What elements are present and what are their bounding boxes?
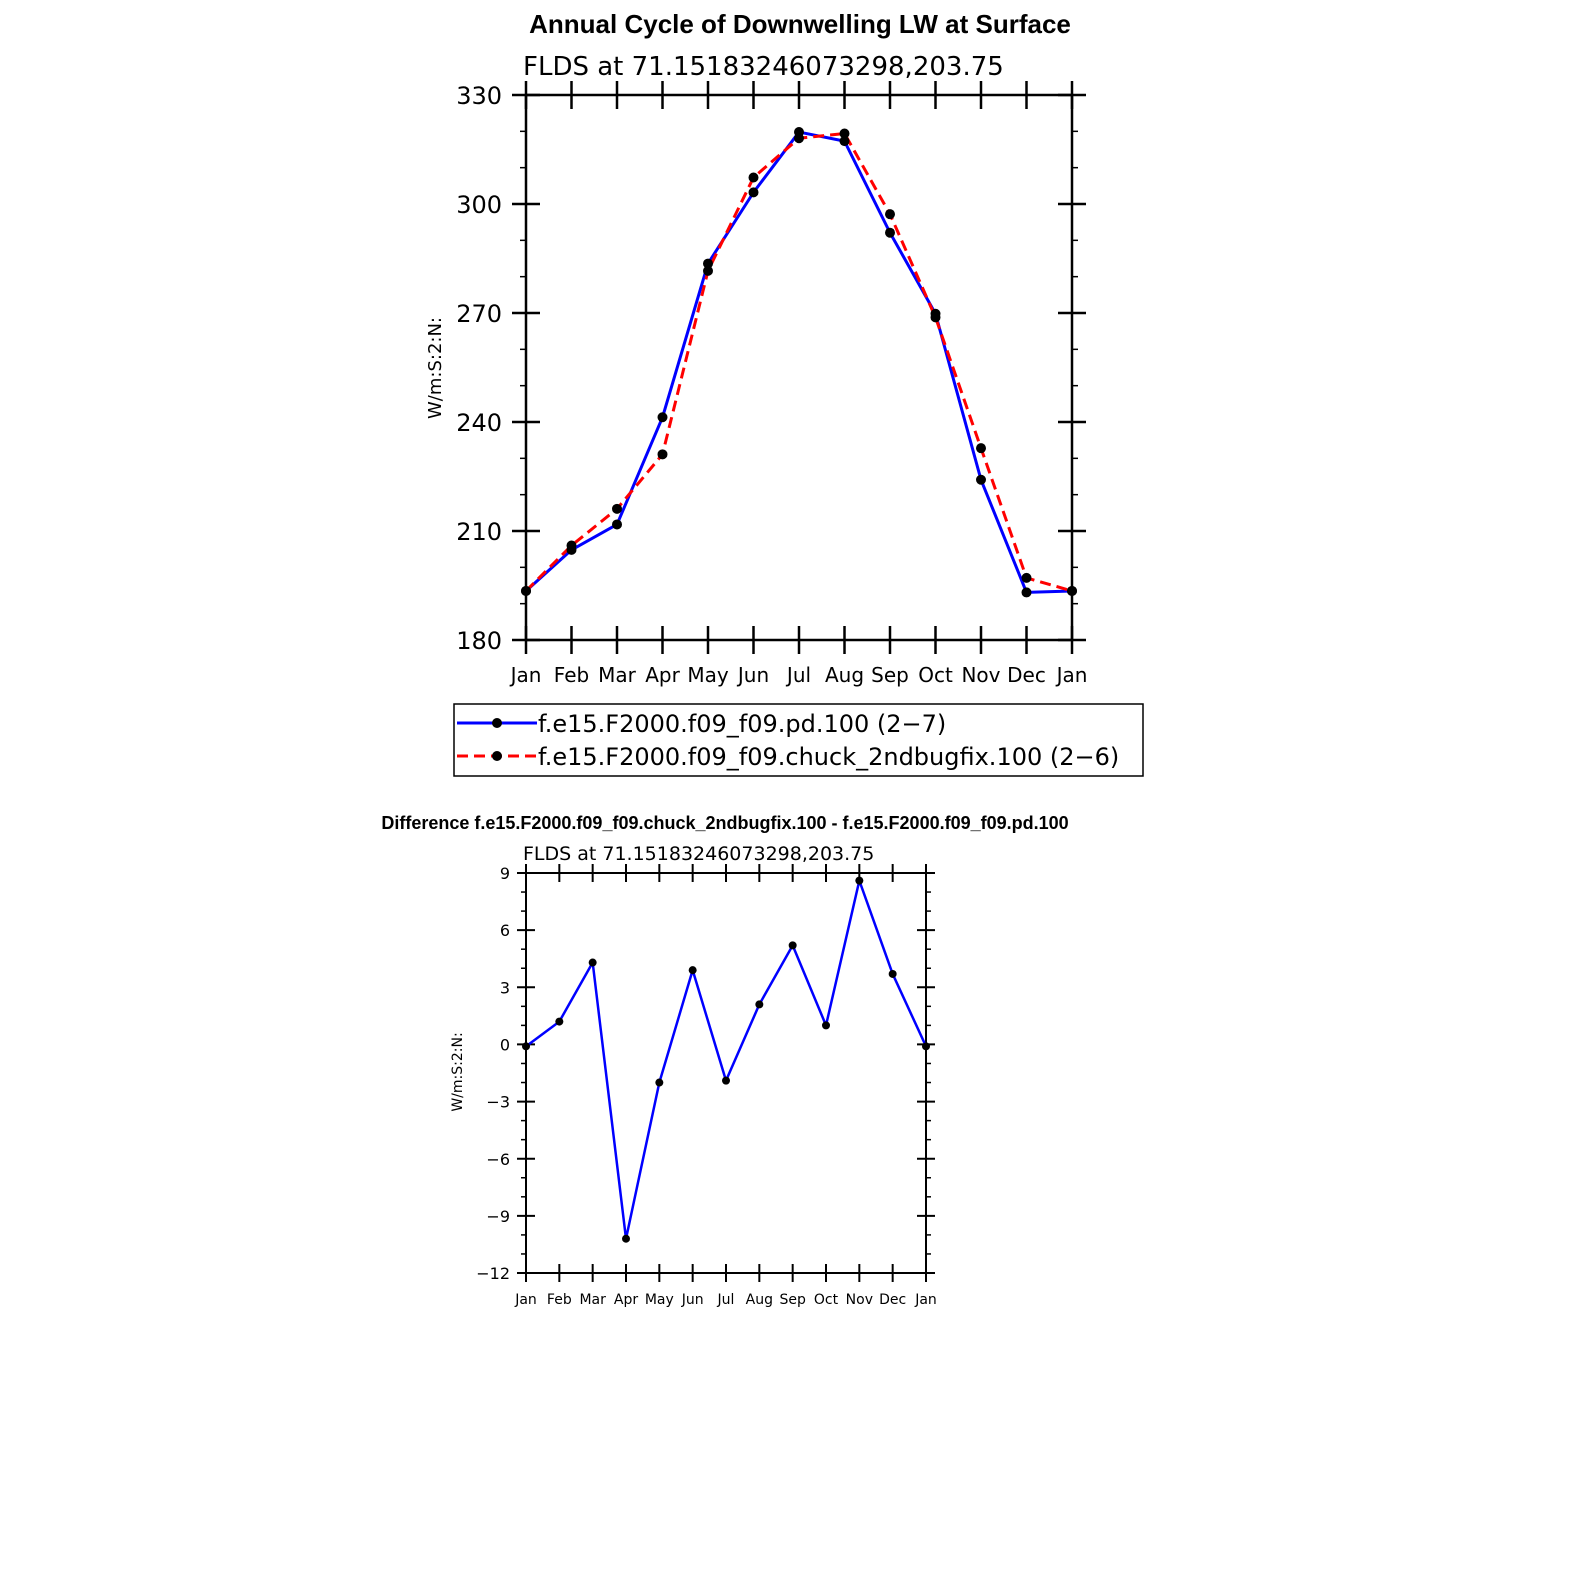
chart2-series-0-point [822, 1021, 830, 1030]
chart1-ytick-label: 210 [456, 518, 502, 546]
chart1-xtick-label: Jun [736, 663, 769, 687]
chart2-xtick-label: Jun [681, 1292, 704, 1308]
chart1-series-0-point [976, 474, 986, 485]
chart2-series-0-point [855, 876, 864, 885]
chart2-xtick-label: Jan [514, 1292, 537, 1308]
chart2-series-0-point [922, 1042, 930, 1051]
chart1-xtick-label: Oct [918, 663, 953, 687]
chart1-title: Annual Cycle of Downwelling LW at Surfac… [529, 9, 1071, 39]
chart1-ytick-label: 270 [456, 300, 502, 328]
chart2-series-0-point [688, 966, 697, 975]
chart1-series-1-point [1067, 585, 1077, 596]
chart1-series-1-point [794, 133, 804, 144]
chart1-series-1-point [612, 503, 622, 514]
chart2-ytick-label: −6 [486, 1150, 510, 1169]
chart1-series-0-point [748, 187, 759, 198]
chart1-xtick-label: Aug [825, 663, 864, 687]
chart2-xtick-label: Jan [914, 1292, 937, 1308]
chart1-xtick-label: Mar [598, 663, 637, 687]
chart2-ytick-label: 6 [500, 921, 510, 940]
chart1-ytick-label: 180 [456, 627, 502, 655]
chart1-ytick-label: 300 [456, 191, 502, 219]
chart1-series-1-point [976, 443, 986, 454]
chart1-xtick-label: Apr [645, 663, 680, 687]
chart2-xtick-label: Apr [614, 1292, 638, 1308]
chart1-series-1-point [839, 128, 850, 139]
chart2-xtick-label: Dec [879, 1292, 906, 1308]
chart2-series-0-point [755, 1000, 764, 1009]
chart2-series-0-point [522, 1042, 530, 1051]
chart2-xtick-label: Sep [779, 1292, 806, 1308]
chart2-series-0-point [888, 969, 897, 978]
chart1-xtick-label: Sep [871, 663, 909, 687]
chart2-series [522, 876, 930, 1243]
chart1-xtick-label: Jul [785, 663, 811, 687]
legend-marker-0 [492, 718, 502, 728]
chart1-series-0-point [657, 412, 668, 423]
chart2-ytick-label: −3 [486, 1093, 510, 1112]
chart1-xtick-label: Jan [509, 663, 542, 687]
chart1-series-1-point [1021, 572, 1032, 583]
legend-box [453, 703, 1144, 777]
chart2-ytick-label: −12 [476, 1264, 510, 1283]
chart1-series-0-point [839, 136, 850, 147]
chart2-axes: −12 −9 −6 −3 0 3 6 9 Jan Feb Mar Apr May Jun Jul Aug Sep… [476, 864, 937, 1308]
chart2-title: Difference f.e15.F2000.f09_f09.chuck_2nd… [381, 813, 1068, 833]
chart2-series-0-point [588, 958, 597, 967]
chart1-series-0-point [885, 227, 895, 238]
chart2-series-0-point [722, 1076, 730, 1085]
chart2-ytick-label: 3 [500, 978, 510, 997]
chart2-xtick-label: May [645, 1292, 674, 1308]
chart1-series-1-point [657, 449, 668, 460]
legend-label-0: f.e15.F2000.f09_f09.pd.100 (2−7) [538, 710, 946, 738]
chart2-series-0-point [622, 1234, 630, 1243]
chart1-series-1-point [748, 172, 759, 183]
legend-label-1: f.e15.F2000.f09_f09.chuck_2ndbugfix.100 … [538, 743, 1119, 771]
chart1-subtitle: FLDS at 71.15183246073298,203.75 [523, 52, 1004, 82]
chart2-series-0-point [555, 1017, 564, 1026]
chart1-ytick-label: 330 [456, 82, 502, 110]
chart1-series-1-point [521, 585, 531, 596]
chart1-xtick-label: Feb [554, 663, 589, 687]
chart2-xtick-label: Mar [579, 1292, 606, 1308]
annual-cycle-chart: Annual Cycle of Downwelling LW at Surfac… [425, 9, 1144, 777]
chart1-series-1-point [703, 265, 713, 276]
chart2-xtick-label: Oct [814, 1292, 839, 1308]
chart1-ytick-label: 240 [456, 409, 502, 437]
chart2-subtitle: FLDS at 71.15183246073298,203.75 [523, 843, 874, 865]
chart2-xtick-label: Feb [547, 1292, 572, 1308]
chart1-series [521, 127, 1077, 598]
chart1-xtick-label: Nov [961, 663, 1000, 687]
chart2-ytick-label: 0 [500, 1036, 510, 1055]
chart2-ytick-label: −9 [486, 1207, 510, 1226]
chart1-series-1-point [566, 540, 577, 551]
chart1-xtick-label: Dec [1007, 663, 1046, 687]
chart1-series-0-point [1021, 587, 1032, 598]
chart1-series-1-line [524, 132, 1073, 593]
difference-chart: Difference f.e15.F2000.f09_f09.chuck_2nd… [381, 813, 1068, 1308]
chart1-frame [524, 93, 1074, 642]
chart2-series-0-point [655, 1078, 664, 1087]
chart1-xtick-label: Jan [1055, 663, 1088, 687]
chart2-ylabel: W/m:S:2:N: [450, 1032, 466, 1111]
chart1-ylabel: W/m:S:2:N: [425, 317, 446, 419]
chart1-axes: 180 210 240 270 300 330 Jan Feb Mar Apr May Jun Jul A… [456, 81, 1087, 687]
chart2-frame [525, 872, 927, 1274]
chart2-xtick-label: Jul [717, 1292, 735, 1308]
chart1-series-0-point [612, 519, 622, 530]
chart2-series-0-line [525, 879, 928, 1240]
chart1-series-1-point [930, 312, 941, 323]
chart2-ytick-label: 9 [500, 864, 510, 883]
chart2-series-0-point [788, 941, 797, 950]
legend-marker-1 [492, 751, 502, 761]
chart1-series-1-point [885, 209, 895, 220]
chart2-xtick-label: Nov [846, 1292, 873, 1308]
chart1-xtick-label: May [687, 663, 729, 687]
chart1-series-0-line [524, 130, 1073, 594]
chart1-legend: f.e15.F2000.f09_f09.pd.100 (2−7) f.e15.F… [453, 703, 1144, 777]
chart2-xtick-label: Aug [746, 1292, 773, 1308]
chart1-series-0-point [703, 258, 713, 269]
